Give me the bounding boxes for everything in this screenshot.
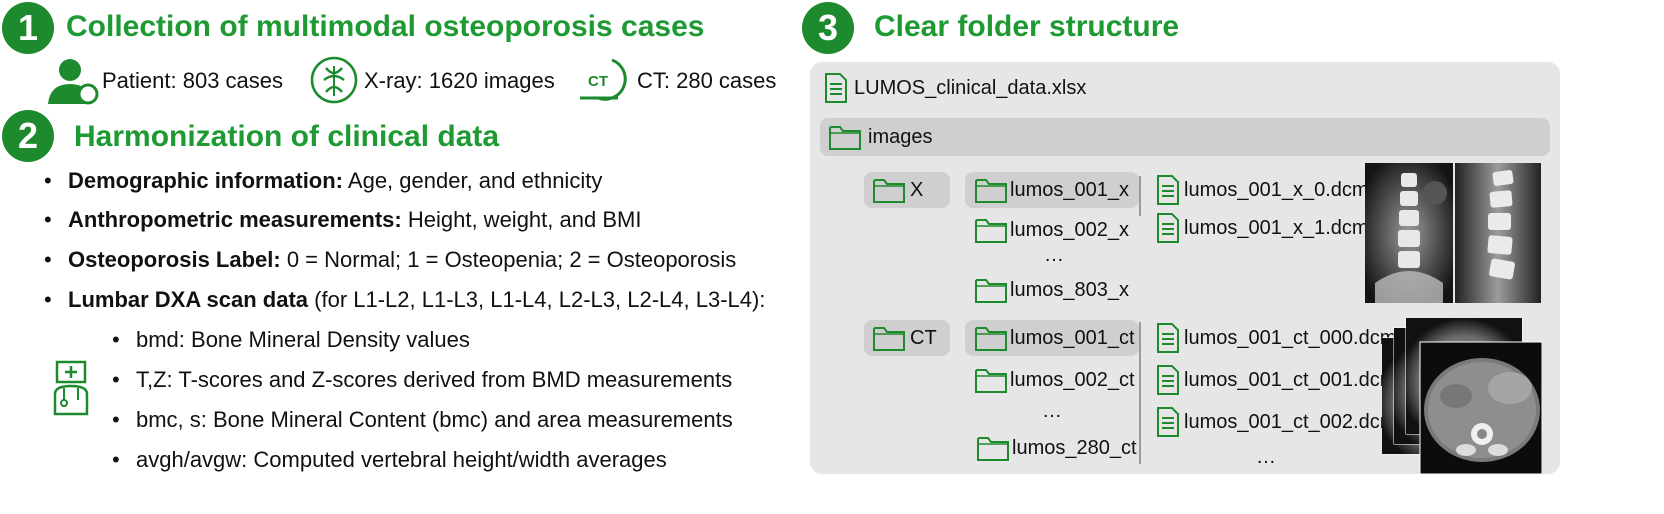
folder-icon <box>872 176 906 204</box>
doctor-icon <box>52 360 90 416</box>
section-2-number: 2 <box>2 110 54 162</box>
x-tree-line <box>1139 176 1141 216</box>
folder-icon <box>974 176 1008 204</box>
folder-lumos-280-ct[interactable]: lumos_280_ct <box>976 434 1137 462</box>
xray-thumbnail-ap <box>1365 163 1453 303</box>
ct-scanner-icon: CT <box>578 56 634 104</box>
ct-tree-line <box>1139 322 1141 464</box>
folder-lumos-001-ct[interactable]: lumos_001_ct <box>974 324 1135 352</box>
folder-lumos-001-x[interactable]: lumos_001_x <box>974 176 1129 204</box>
folder-icon <box>974 366 1008 394</box>
x-subfolders-ellipsis: … <box>1044 244 1064 266</box>
folder-lumos-803-x[interactable]: lumos_803_x <box>974 276 1129 304</box>
ct-icon-label: CT <box>588 73 608 90</box>
file-lumos-001-ct-002[interactable]: lumos_001_ct_002.dcm <box>1156 406 1396 438</box>
ct-slice-stack <box>1381 317 1543 475</box>
folder-lumos-002-x[interactable]: lumos_002_x <box>974 216 1129 244</box>
sub-bullet-avgh: • avgh/avgw: Computed vertebral height/wi… <box>112 447 667 472</box>
stat-patient: Patient: 803 cases <box>102 68 284 93</box>
file-lumos-001-x-0[interactable]: lumos_001_x_0.dcm <box>1156 174 1369 206</box>
document-icon <box>1156 174 1180 206</box>
document-icon <box>1156 322 1180 354</box>
section-3-number: 3 <box>802 2 854 54</box>
xray-thumbnail-lateral <box>1455 163 1541 303</box>
bullet-dxa: • Lumbar DXA scan data (for L1-L2, L1-L3,… <box>44 287 766 312</box>
file-lumos-001-x-1[interactable]: lumos_001_x_1.dcm <box>1156 212 1369 244</box>
document-icon <box>1156 212 1180 244</box>
sub-bullet-tz: • T,Z: T-scores and Z-scores derived from… <box>112 367 733 392</box>
bullet-label: • Osteoporosis Label: 0 = Normal; 1 = Ost… <box>44 247 737 272</box>
document-icon <box>824 72 848 104</box>
ct-files-ellipsis: … <box>1256 446 1276 468</box>
section-1-number: 1 <box>2 2 54 54</box>
folder-icon <box>872 324 906 352</box>
ct-subfolders-ellipsis: … <box>1042 400 1062 422</box>
file-lumos-001-ct-000[interactable]: lumos_001_ct_000.dcm <box>1156 322 1396 354</box>
section-1-title: Collection of multimodal osteoporosis ca… <box>66 10 705 43</box>
bullet-anthropometric: • Anthropometric measurements: Height, we… <box>44 207 642 232</box>
file-clinical-data[interactable]: LUMOS_clinical_data.xlsx <box>824 72 1086 104</box>
document-icon <box>1156 364 1180 396</box>
folder-icon <box>976 434 1010 462</box>
bullet-demographic: • Demographic information: Age, gender, a… <box>44 168 603 193</box>
folder-icon <box>974 216 1008 244</box>
section-3-title: Clear folder structure <box>874 10 1180 43</box>
folder-icon <box>974 324 1008 352</box>
folder-x[interactable]: X <box>872 176 923 204</box>
folder-ct[interactable]: CT <box>872 324 937 352</box>
sub-bullet-bmc: • bmc, s: Bone Mineral Content (bmc) and … <box>112 407 733 432</box>
file-lumos-001-ct-001[interactable]: lumos_001_ct_001.dcm <box>1156 364 1396 396</box>
section-2-title: Harmonization of clinical data <box>74 120 500 153</box>
images-folder-row[interactable] <box>820 118 1550 156</box>
sub-bullet-bmd: • bmd: Bone Mineral Density values <box>112 327 470 352</box>
folder-lumos-002-ct[interactable]: lumos_002_ct <box>974 366 1135 394</box>
stat-ct: CT: 280 cases <box>637 68 777 93</box>
folder-icon <box>974 276 1008 304</box>
document-icon <box>1156 406 1180 438</box>
folder-icon <box>828 123 862 151</box>
folder-images[interactable]: images <box>828 123 932 151</box>
stat-xray: X-ray: 1620 images <box>364 68 555 93</box>
xray-spine-icon <box>310 56 358 104</box>
patient-icon <box>46 56 100 106</box>
